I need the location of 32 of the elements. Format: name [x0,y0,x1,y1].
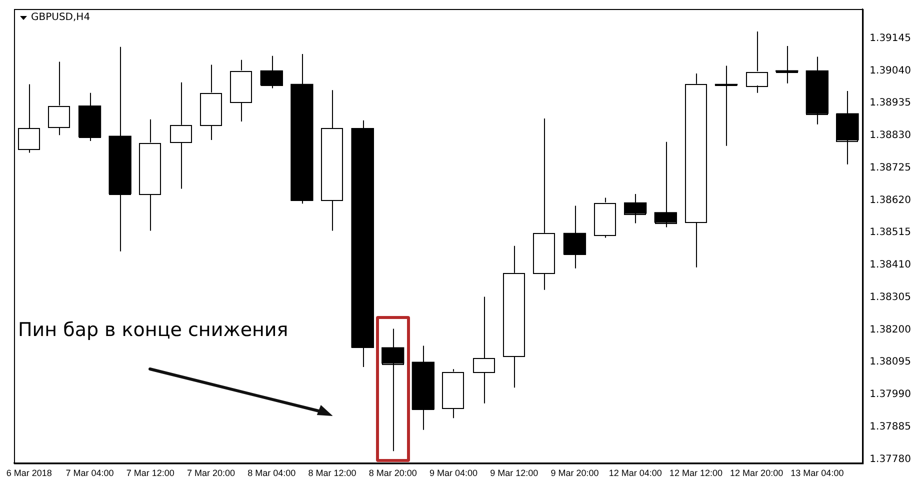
y-tick-label: 1.37780 [870,454,912,465]
x-tick-label: 8 Mar 04:00 [248,468,296,478]
y-tick-label: 1.38935 [870,98,912,109]
x-tick-label: 12 Mar 12:00 [669,468,722,478]
y-tick-label: 1.38515 [870,227,912,238]
x-tick-label: 8 Mar 20:00 [368,468,417,478]
y-tick-label: 1.38725 [870,162,912,174]
x-tick-label: 8 Mar 12:00 [308,468,356,478]
annotation: Пин бар в конце снижения [18,319,288,342]
x-tick-label: 6 Mar 2018 [6,468,52,478]
chart-title: GBPUSD,H4 [31,12,90,23]
y-tick-label: 1.38095 [870,356,912,368]
y-tick-label: 1.39145 [870,32,912,44]
y-tick-label: 1.38410 [870,260,912,271]
x-tick-label: 12 Mar 20:00 [730,468,784,478]
candlestick [18,84,40,154]
x-tick-label: 9 Mar 20:00 [550,468,599,478]
y-tick-label: 1.39040 [870,65,912,76]
y-tick-label: 1.38305 [870,292,912,303]
x-tick-label: 7 Mar 04:00 [66,468,114,478]
x-tick-label: 9 Mar 04:00 [429,468,478,478]
y-tick-label: 1.38620 [870,194,912,206]
y-tick-label: 1.37990 [870,389,912,400]
x-tick-label: 7 Mar 12:00 [126,468,174,478]
y-tick-label: 1.38830 [870,130,912,142]
y-tick-label: 1.38200 [870,324,912,336]
x-tick-label: 12 Mar 04:00 [608,468,662,478]
x-tick-label: 9 Mar 12:00 [490,468,538,478]
y-tick-label: 1.37885 [870,421,912,432]
x-tick-label: 7 Mar 20:00 [186,468,236,478]
x-tick-label: 13 Mar 04:00 [790,468,844,478]
candlestick [563,205,586,269]
